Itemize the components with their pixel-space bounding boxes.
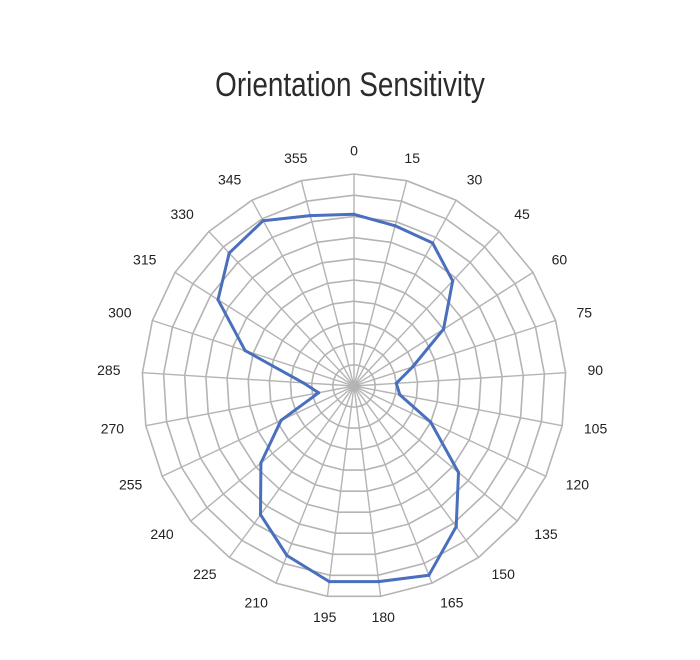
grid-ring-3 — [289, 321, 419, 450]
radar-series — [216, 212, 461, 584]
tick-label-150: 150 — [492, 566, 516, 582]
tick-label-15: 15 — [404, 150, 420, 166]
data-point-75 — [410, 365, 415, 369]
grid-spoke-240 — [190, 385, 355, 522]
grid-ring-5 — [247, 279, 461, 493]
data-point-105 — [398, 393, 402, 397]
grid-spoke-300 — [152, 319, 355, 387]
grid-spoke-255 — [161, 385, 355, 477]
grid-spoke-75 — [353, 319, 556, 387]
series-line-0 — [216, 212, 460, 584]
data-point-255 — [279, 418, 283, 422]
data-point-90 — [394, 381, 398, 385]
tick-label-90: 90 — [588, 362, 604, 378]
grid-spoke-195 — [326, 385, 355, 597]
data-point-120 — [429, 420, 433, 424]
tick-label-165: 165 — [440, 594, 464, 610]
grid-ring-6 — [226, 257, 482, 514]
tick-label-355: 355 — [284, 150, 308, 166]
tick-label-270: 270 — [101, 421, 125, 437]
grid-spoke-45 — [353, 231, 500, 387]
tick-label-225: 225 — [193, 566, 217, 582]
data-point-30 — [431, 241, 435, 245]
data-point-150 — [454, 525, 458, 529]
tick-label-135: 135 — [534, 526, 558, 542]
data-point-180 — [377, 580, 381, 584]
grid-spoke-30 — [353, 199, 457, 387]
data-point-330 — [227, 251, 231, 255]
tick-label-60: 60 — [552, 251, 568, 267]
tick-label-180: 180 — [372, 609, 396, 625]
chart-title: Orientation Sensitivity — [215, 66, 485, 104]
tick-label-345: 345 — [218, 172, 242, 188]
grid-ring-2 — [310, 342, 398, 429]
tick-label-45: 45 — [514, 206, 530, 222]
data-point-45 — [451, 279, 455, 283]
grid-spoke-285 — [142, 372, 355, 387]
data-point-225 — [258, 513, 263, 517]
grid-spoke-15 — [353, 180, 408, 387]
data-point-0 — [352, 212, 356, 216]
data-point-240 — [259, 461, 263, 465]
tick-label-330: 330 — [170, 206, 194, 222]
tick-label-315: 315 — [133, 251, 157, 267]
data-point-60 — [441, 327, 446, 331]
radar-grid — [141, 173, 567, 598]
tick-label-195: 195 — [313, 609, 337, 625]
data-point-345 — [261, 219, 265, 223]
grid-spoke-150 — [353, 385, 480, 558]
data-point-210 — [285, 553, 289, 558]
grid-spoke-105 — [353, 385, 563, 427]
grid-spoke-225 — [228, 385, 355, 558]
grid-spoke-135 — [353, 385, 518, 522]
tick-label-240: 240 — [150, 526, 174, 542]
grid-ring-10 — [141, 173, 567, 598]
grid-spoke-120 — [353, 385, 547, 477]
data-point-315 — [216, 298, 220, 302]
data-point-195 — [327, 580, 331, 584]
grid-spoke-330 — [208, 231, 355, 387]
grid-spoke-270 — [145, 385, 355, 427]
tick-label-255: 255 — [119, 476, 143, 492]
grid-spoke-180 — [353, 385, 382, 597]
tick-label-300: 300 — [108, 304, 132, 320]
grid-ring-8 — [183, 215, 525, 556]
grid-spoke-315 — [174, 271, 355, 387]
tick-label-120: 120 — [566, 476, 590, 492]
grid-spoke-345 — [251, 199, 355, 387]
tick-label-75: 75 — [577, 304, 593, 320]
grid-spoke-90 — [353, 372, 566, 387]
tick-label-285: 285 — [97, 362, 121, 378]
angle-tick-labels: 0 15 30 45 60 75 90 105 120 135 150 165 180 195 210 225… — [97, 143, 607, 625]
grid-ring-9 — [162, 194, 546, 577]
grid-ring-1 — [331, 363, 377, 408]
tick-label-0: 0 — [350, 143, 358, 159]
data-point-15 — [393, 224, 397, 228]
data-point-300 — [243, 349, 247, 353]
data-point-270 — [317, 391, 321, 395]
grid-spoke-210 — [275, 385, 355, 584]
tick-label-30: 30 — [467, 172, 483, 188]
grid-spoke-355 — [300, 180, 355, 387]
grid-ring-4 — [268, 300, 440, 471]
data-point-285 — [301, 381, 305, 385]
grid-spoke-165 — [353, 385, 433, 584]
tick-label-210: 210 — [245, 594, 269, 610]
data-point-165 — [427, 573, 431, 577]
data-point-355 — [308, 214, 312, 218]
tick-label-105: 105 — [584, 421, 608, 437]
data-point-135 — [456, 470, 461, 475]
